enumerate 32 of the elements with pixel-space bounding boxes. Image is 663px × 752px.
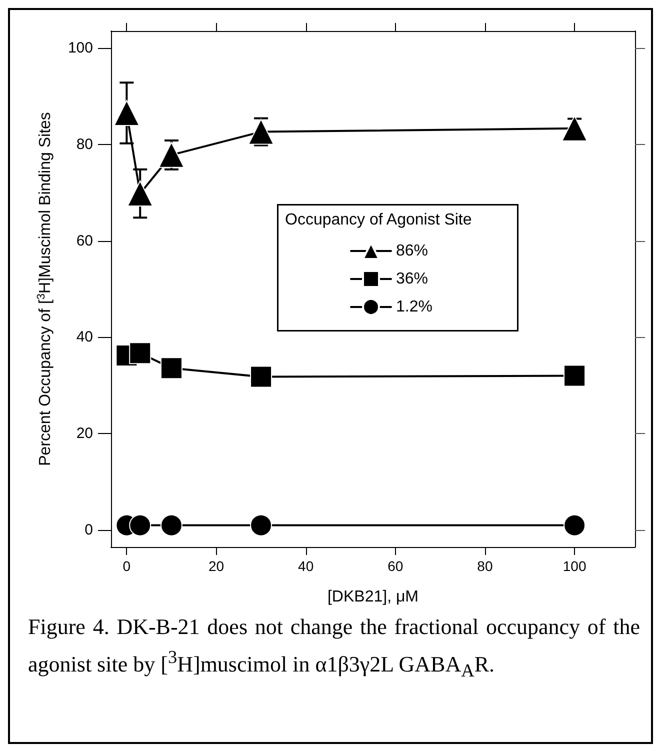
point [129, 342, 152, 364]
point [158, 142, 184, 168]
point [564, 514, 586, 536]
point [250, 366, 272, 388]
point [160, 357, 182, 380]
point [127, 180, 154, 207]
legend-title: Occupancy of Agonist Site [285, 212, 472, 228]
y-tick-label: 40 [76, 328, 93, 346]
x-tick-label: 80 [477, 558, 493, 574]
x-axis-title: [DKB21], μM [327, 588, 419, 606]
y-tick-label: 100 [68, 39, 93, 56]
x-tick-label: 60 [388, 558, 404, 574]
legend-label: 1.2% [396, 298, 432, 316]
caption: Figure 4. DK-B-21 does not change the fractional occupancy of the agonist site by [$^{3}$H]muscimol in α1β3γ2L GABA$_{A}$R. [28, 613, 640, 683]
point [129, 514, 152, 536]
y-tick-label: 20 [76, 425, 93, 442]
x-tick-label: 100 [562, 558, 586, 574]
point [562, 115, 588, 142]
x-tick-label: 0 [122, 558, 131, 574]
point [250, 514, 272, 536]
point [248, 118, 274, 145]
y-tick-label: 60 [76, 232, 93, 250]
y-axis-title: Percent Occupancy of [3H]Muscimol Binding Sites [36, 112, 54, 466]
legend-label: 36% [396, 270, 428, 288]
point [114, 100, 140, 126]
y-tick-label: 0 [84, 522, 93, 539]
x-tick-label: 20 [208, 558, 224, 574]
point [564, 364, 586, 387]
x-tick-label: 40 [298, 558, 314, 574]
point [160, 514, 182, 536]
legend-label: 86% [396, 242, 428, 260]
y-tick-label: 80 [76, 136, 93, 153]
